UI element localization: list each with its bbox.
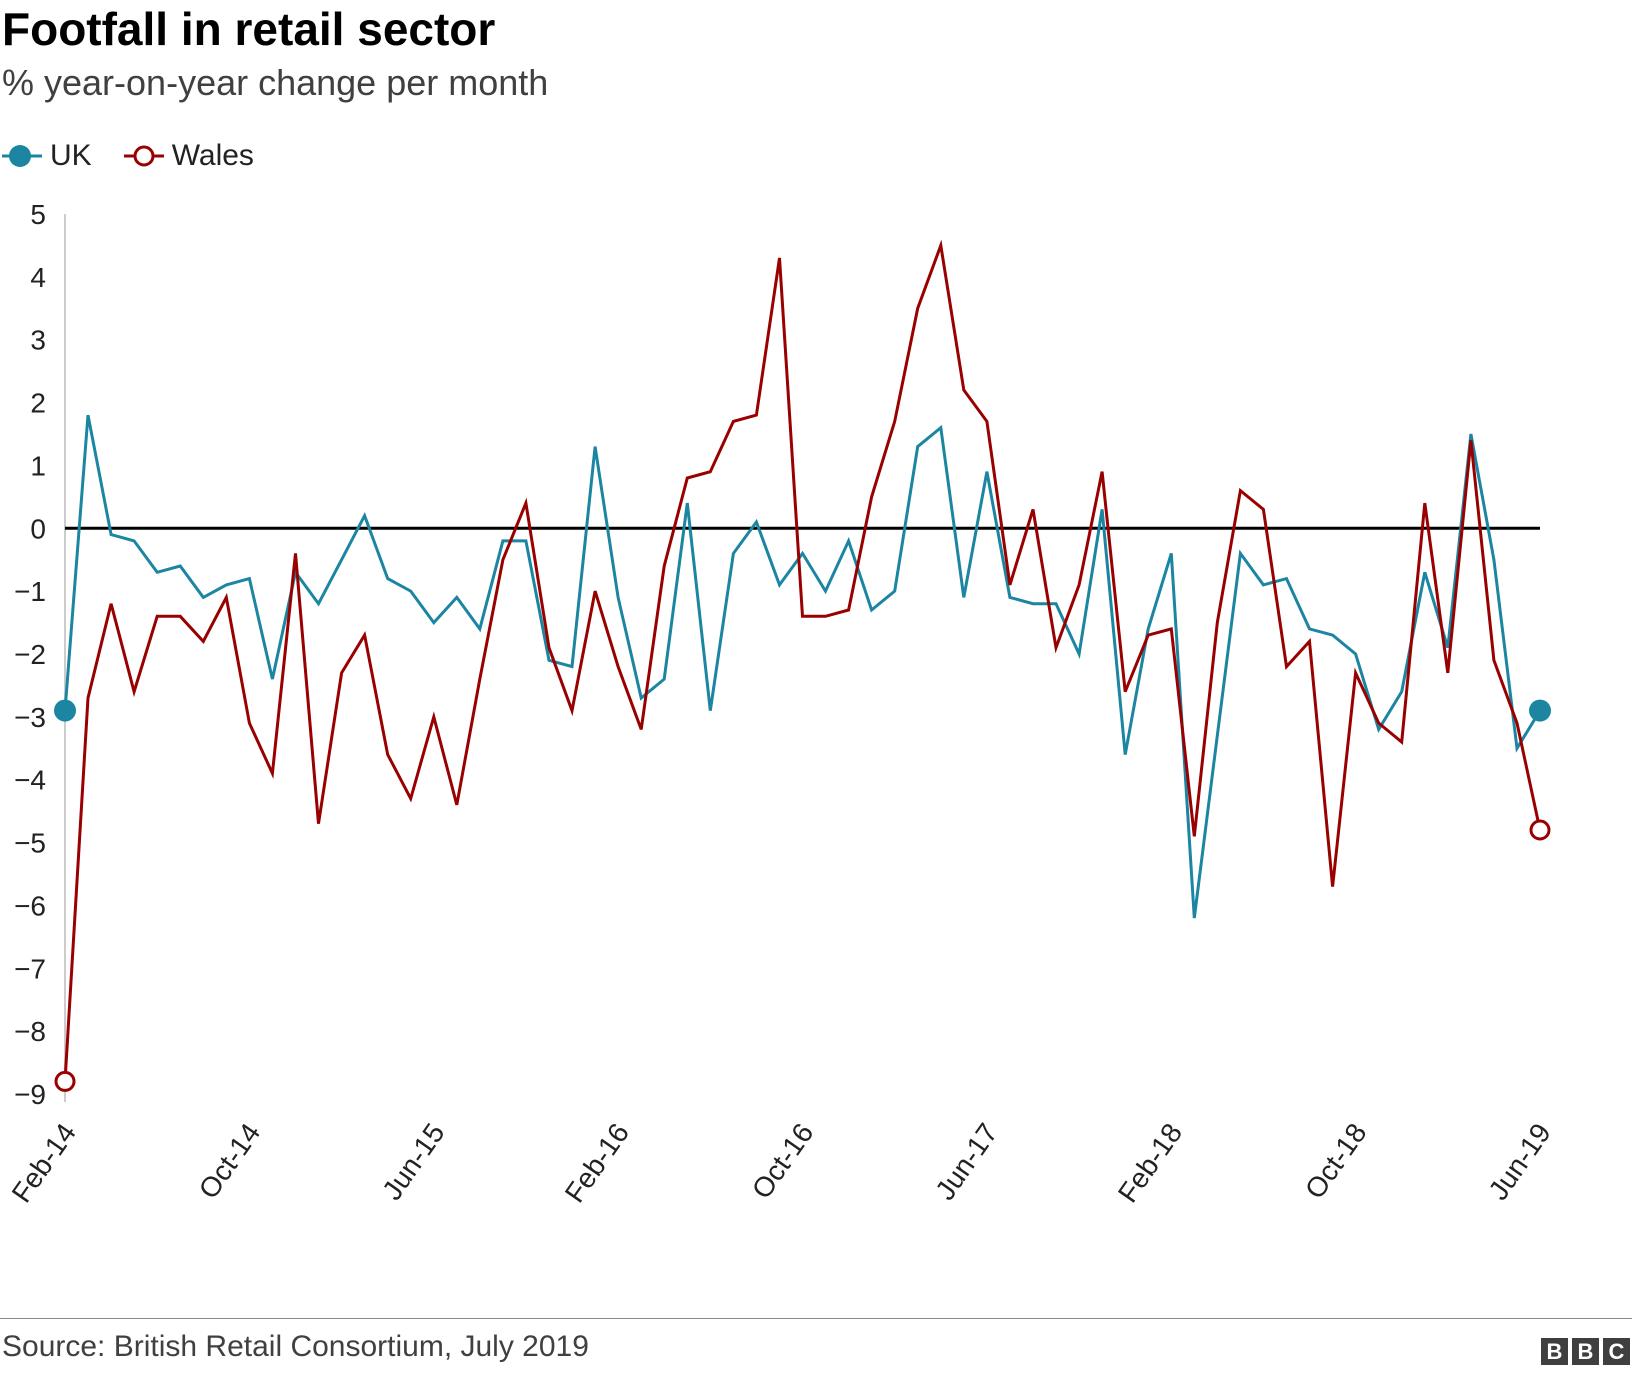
legend-label-wales: Wales — [171, 139, 254, 172]
y-tick-label: 4 — [30, 262, 46, 293]
y-tick-label: 5 — [30, 199, 46, 230]
y-tick-label: −1 — [14, 576, 46, 607]
y-tick-label: 2 — [30, 388, 46, 419]
chart-title: Footfall in retail sector — [2, 3, 496, 55]
series-line-wales — [63, 239, 1542, 1082]
x-tick-label: Feb-18 — [1112, 1118, 1188, 1208]
x-tick-label: Feb-14 — [6, 1118, 82, 1208]
series-endpoint-wales — [54, 1070, 76, 1092]
y-tick-label: 3 — [30, 325, 46, 356]
series-line-uk — [63, 414, 1542, 919]
source-note: Source: British Retail Consortium, July … — [2, 1330, 589, 1363]
x-tick-label: Oct-16 — [746, 1118, 820, 1205]
y-tick-label: 0 — [30, 513, 46, 544]
x-tick-label: Jun-19 — [1482, 1118, 1557, 1206]
x-tick-label: Jun-15 — [376, 1118, 451, 1206]
bbc-logo-letter: C — [1603, 1338, 1630, 1365]
footer-divider — [0, 1318, 1632, 1319]
x-tick-label: Oct-14 — [193, 1118, 267, 1205]
series-endpoint-uk — [54, 699, 76, 722]
bbc-logo-letter: B — [1572, 1338, 1599, 1365]
legend-item-wales: Wales — [122, 139, 254, 173]
y-tick-label: −5 — [14, 828, 46, 859]
chart-subtitle: % year-on-year change per month — [2, 62, 549, 103]
y-tick-label: −2 — [14, 639, 46, 670]
legend-item-uk: UK — [0, 139, 92, 173]
bbc-logo-letter: B — [1541, 1338, 1568, 1365]
series-endpoint-uk — [1529, 699, 1551, 722]
y-tick-label: −4 — [14, 765, 46, 796]
y-tick-label: −7 — [14, 953, 46, 984]
y-tick-label: 1 — [30, 450, 46, 481]
series-endpoint-wales — [1529, 819, 1551, 841]
x-tick-label: Jun-17 — [929, 1118, 1004, 1206]
y-tick-label: −8 — [14, 1016, 46, 1047]
x-tick-label: Feb-16 — [559, 1118, 635, 1208]
legend-marker-uk-icon — [2, 145, 42, 167]
y-tick-label: −3 — [14, 702, 46, 733]
legend: UK Wales — [0, 136, 284, 176]
x-tick-label: Oct-18 — [1299, 1118, 1373, 1205]
bbc-logo: B B C — [1537, 1338, 1630, 1365]
series-layer — [54, 239, 1551, 1092]
y-tick-label: −9 — [14, 1079, 46, 1110]
x-axis-ticks: Feb-14 Oct-14 Jun-15 Feb-16 Oct-16 Jun-17 Feb-… — [6, 1118, 1557, 1208]
legend-marker-wales-icon — [123, 145, 164, 167]
legend-label-uk: UK — [50, 139, 92, 172]
y-axis-ticks: 5 4 3 2 1 0 −1 −2 −3 −4 −5 −6 −7 −8 −9 — [14, 199, 46, 1110]
y-tick-label: −6 — [14, 890, 46, 921]
